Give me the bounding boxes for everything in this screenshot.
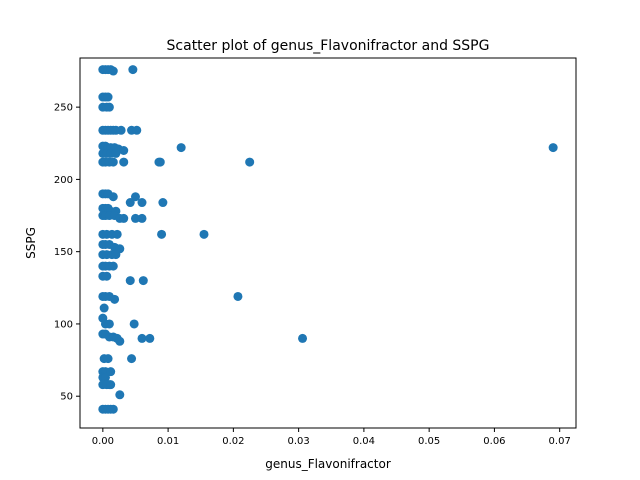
- scatter-point: [108, 404, 118, 414]
- scatter-point: [119, 213, 129, 223]
- scatter-point: [129, 319, 139, 329]
- scatter-point: [99, 303, 109, 313]
- scatter-point: [132, 125, 142, 135]
- scatter-point: [115, 390, 125, 400]
- y-tick-label: 200: [54, 175, 73, 186]
- scatter-point: [176, 143, 186, 153]
- scatter-point: [108, 192, 118, 202]
- y-tick-label: 250: [54, 103, 73, 114]
- x-tick-label: 0.03: [287, 436, 309, 447]
- scatter-point: [119, 146, 129, 155]
- scatter-point: [199, 229, 209, 239]
- data-points: [98, 65, 558, 414]
- scatter-point: [128, 65, 138, 75]
- x-axis-label: genus_Flavonifractor: [265, 457, 391, 471]
- scatter-point: [130, 192, 140, 202]
- scatter-point: [127, 354, 137, 364]
- scatter-point: [138, 276, 148, 286]
- scatter-point: [154, 157, 164, 167]
- scatter-point: [137, 213, 147, 223]
- scatter-point: [119, 157, 129, 167]
- scatter-point: [245, 157, 255, 167]
- x-tick-label: 0.02: [222, 436, 244, 447]
- scatter-point: [108, 157, 118, 167]
- scatter-point: [298, 333, 308, 343]
- scatter-point: [103, 92, 113, 102]
- plot-frame: [79, 57, 577, 429]
- scatter-point: [103, 354, 113, 364]
- y-axis-ticks: 50 100 150 200 250: [54, 103, 80, 403]
- y-tick-label: 150: [54, 247, 73, 258]
- y-axis-label: SSPG: [24, 227, 38, 259]
- scatter-point: [115, 336, 125, 346]
- scatter-point: [130, 213, 140, 223]
- y-tick-label: 100: [54, 319, 73, 330]
- x-tick-label: 0.04: [353, 436, 375, 447]
- scatter-point: [104, 102, 114, 112]
- scatter-point: [548, 143, 558, 153]
- scatter-point: [125, 276, 135, 286]
- x-tick-label: 0.07: [549, 436, 571, 447]
- scatter-point: [110, 294, 120, 304]
- scatter-point: [158, 198, 168, 208]
- x-tick-label: 0.00: [92, 436, 114, 447]
- x-tick-label: 0.01: [157, 436, 179, 447]
- scatter-point: [137, 333, 147, 343]
- scatter-point: [108, 261, 118, 271]
- scatter-point: [233, 291, 243, 301]
- scatter-point: [125, 198, 135, 208]
- scatter-point: [111, 250, 121, 260]
- scatter-point: [106, 380, 116, 390]
- scatter-point: [102, 271, 112, 281]
- scatter-point: [157, 229, 167, 239]
- x-axis-ticks: 0.00 0.01 0.02 0.03 0.04 0.05 0.06 0.07: [92, 428, 571, 447]
- scatter-point: [106, 367, 116, 377]
- scatter-point: [116, 125, 126, 135]
- x-tick-label: 0.05: [418, 436, 440, 447]
- scatter-point: [104, 319, 114, 329]
- scatter-point: [137, 198, 147, 208]
- chart-title: Scatter plot of genus_Flavonifractor and…: [167, 38, 490, 54]
- x-tick-label: 0.06: [483, 436, 505, 447]
- scatter-point: [108, 66, 118, 76]
- scatter-point: [100, 372, 110, 382]
- y-tick-label: 50: [60, 392, 73, 403]
- scatter-point: [112, 229, 122, 239]
- scatter-point: [145, 333, 155, 343]
- scatter-point: [111, 148, 121, 158]
